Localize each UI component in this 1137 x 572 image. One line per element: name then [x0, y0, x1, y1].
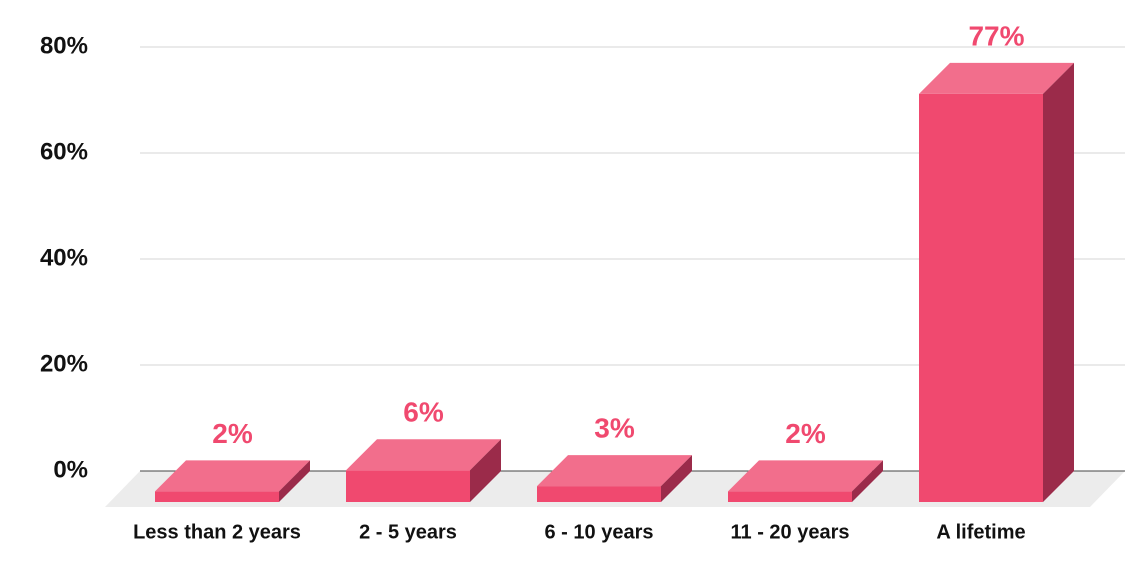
x-tick-label: 2 - 5 years [359, 521, 457, 543]
value-label: 6% [403, 397, 444, 428]
bar-top [919, 62, 1074, 94]
bar-side [1043, 62, 1074, 503]
bar-side [852, 460, 883, 502]
x-tick-label: 11 - 20 years [731, 521, 850, 543]
value-label: 3% [594, 412, 635, 443]
value-label: 2% [785, 418, 826, 449]
y-tick-label: 40% [40, 244, 88, 271]
bar-front [346, 470, 470, 502]
value-label: 77% [968, 20, 1024, 51]
bar-side [470, 439, 501, 502]
y-tick-label: 0% [53, 456, 88, 483]
bar-front [155, 491, 279, 502]
y-tick-label: 60% [40, 138, 88, 165]
bar-side [279, 460, 310, 502]
bar-top [155, 460, 310, 492]
bar-front [919, 93, 1043, 503]
bar-top [346, 439, 501, 471]
bar-front [537, 486, 661, 502]
y-tick-label: 80% [40, 32, 88, 59]
bar-top [537, 455, 692, 487]
y-tick-label: 20% [40, 350, 88, 377]
bar-top [728, 460, 883, 492]
x-tick-label: 6 - 10 years [545, 521, 654, 543]
bar-side [661, 455, 692, 502]
bar-front [728, 491, 852, 502]
value-label: 2% [212, 418, 253, 449]
x-tick-label: Less than 2 years [133, 521, 301, 543]
x-tick-label: A lifetime [936, 521, 1025, 543]
